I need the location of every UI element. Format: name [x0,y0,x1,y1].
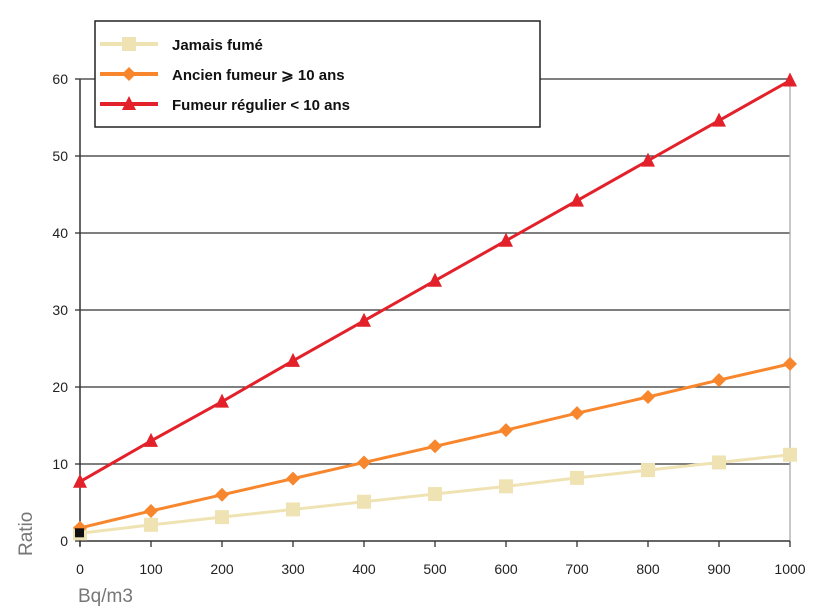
series-diamond [73,356,797,535]
data-point-diamond [215,487,229,502]
series-triangle [73,72,797,488]
data-point-square [641,463,655,478]
data-point-square [712,455,726,470]
data-point-triangle [783,72,797,87]
origin-marker [75,528,84,538]
data-point-triangle [499,232,513,247]
x-axis-label: Bq/m3 [78,586,133,607]
data-point-diamond [712,373,726,388]
x-tick-label: 100 [139,561,163,577]
data-point-diamond [641,390,655,405]
x-tick-label: 200 [210,561,234,577]
x-tick-label: 700 [565,561,589,577]
data-point-triangle [357,312,371,327]
y-tick-label: 10 [52,456,68,472]
x-tick-label: 400 [352,561,376,577]
y-tick-label: 20 [52,379,68,395]
legend-label: Ancien fumeur ⩾ 10 ans [172,67,345,84]
y-tick-label: 40 [52,225,68,241]
data-point-triangle [73,473,87,488]
x-tick-label: 1000 [774,561,805,577]
data-point-diamond [144,503,158,518]
data-point-square [286,502,300,517]
data-point-square [215,510,229,525]
legend-box [94,20,541,128]
y-axis-label: Ratio [16,512,37,556]
x-tick-label: 500 [423,561,447,577]
y-tick-label: 30 [52,302,68,318]
data-point-diamond [428,439,442,454]
x-tick-label: 0 [76,561,84,577]
data-point-triangle [641,152,655,167]
data-point-triangle [144,432,158,447]
data-point-diamond [286,471,300,486]
y-tick-label: 60 [52,71,68,87]
x-tick-label: 900 [707,561,731,577]
x-tick-label: 300 [281,561,305,577]
legend-label: Jamais fumé [172,37,263,54]
data-point-square [570,470,584,485]
data-point-diamond [499,423,513,438]
x-tick-label: 800 [636,561,660,577]
series-square [73,447,797,541]
gridlines [80,78,791,541]
legend: Jamais fumé Ancien fumeur ⩾ 10 ans Fumeur … [94,20,541,128]
data-point-triangle [122,96,136,110]
y-tick-label: 50 [52,148,68,164]
data-point-triangle [712,112,726,127]
data-point-square [428,487,442,502]
data-point-triangle [286,352,300,367]
data-point-diamond [357,455,371,470]
legend-label: Fumeur régulier < 10 ans [172,97,350,114]
x-tick-label: 600 [494,561,518,577]
data-point-triangle [215,393,229,408]
data-point-square [499,479,513,494]
y-tick-label: 0 [60,533,68,549]
series-group [73,72,797,541]
data-point-square [783,447,797,462]
data-point-diamond [783,356,797,371]
data-point-triangle [428,272,442,287]
data-point-triangle [570,192,584,207]
data-point-square [122,37,136,51]
data-point-diamond [122,67,136,81]
data-point-square [144,517,158,532]
data-point-diamond [570,406,584,421]
data-point-square [357,494,371,509]
